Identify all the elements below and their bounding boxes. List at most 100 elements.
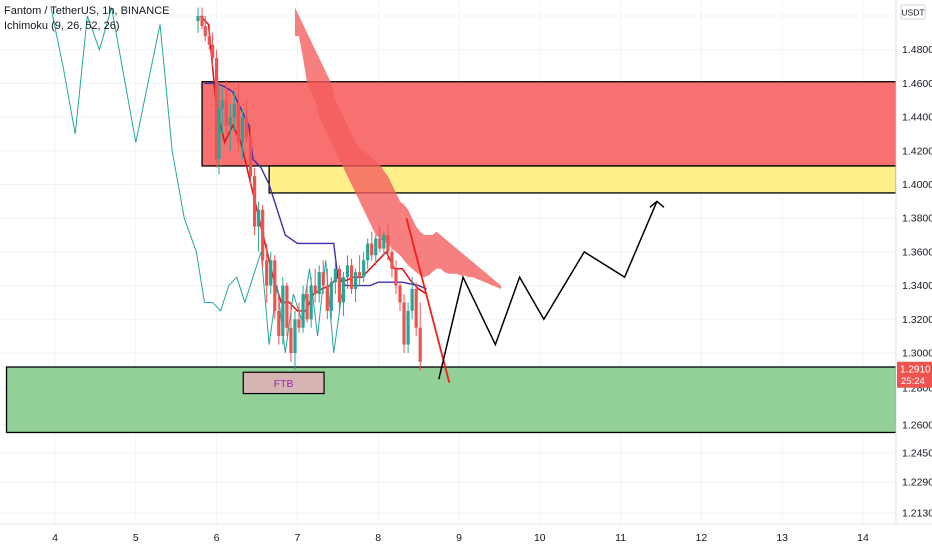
candle-body (301, 294, 305, 328)
price-tick: 1.2130 (902, 508, 932, 520)
time-tick: 10 (534, 532, 546, 544)
candle-body (273, 260, 277, 311)
candle-body (382, 235, 386, 249)
candle-body (252, 176, 257, 227)
currency-label: USDT (901, 8, 924, 18)
candle-body (207, 36, 211, 45)
bar-countdown: 25:24 (901, 376, 925, 387)
candle-body (203, 26, 207, 37)
candle-body (200, 16, 204, 27)
candle-body (366, 243, 370, 261)
candle-body (285, 285, 289, 328)
supply-zone (201, 81, 897, 167)
candle-body (362, 260, 366, 278)
candle-body (358, 272, 362, 278)
candle-body (244, 117, 249, 138)
candle-body (217, 108, 221, 160)
price-tick: 1.4400 (902, 112, 932, 124)
symbol-title[interactable]: Fantom / TetherUS, 1h, BINANCE (4, 5, 170, 17)
candle-body (281, 285, 285, 337)
candle-body (390, 251, 394, 269)
price-tick: 1.4800 (902, 44, 932, 56)
price-tick: 1.3000 (902, 348, 932, 360)
candle-body (398, 285, 402, 303)
time-axis[interactable]: 4 5 6 7 8 9 10 11 12 13 14 (0, 523, 932, 550)
candle-body (410, 288, 414, 311)
candle-body (305, 294, 309, 320)
projection-path (438, 201, 658, 380)
candle-body (224, 100, 228, 126)
price-tick: 1.4200 (902, 145, 932, 157)
time-tick: 11 (615, 532, 626, 544)
candle-body (257, 209, 261, 227)
candle-body (317, 272, 321, 295)
candle-body (309, 285, 313, 320)
candle-body (374, 238, 378, 256)
candle-body (353, 272, 358, 289)
price-tick: 1.4000 (902, 179, 932, 191)
last-price-badge (897, 361, 932, 388)
candle-body (297, 319, 301, 328)
price-tick: 1.3400 (902, 280, 932, 292)
candle-body (394, 268, 398, 286)
candle-body (337, 268, 342, 303)
candle-body (228, 117, 232, 126)
price-tick: 1.2290 (902, 477, 932, 489)
candle-body (321, 272, 325, 286)
candle-body (289, 327, 293, 353)
time-tick: 5 (133, 532, 139, 544)
price-axis[interactable]: USDT 1.4800 1.4600 1.4400 1.4200 1.4000 1.3800… (895, 0, 932, 524)
trendline (405, 217, 451, 383)
candle-body (277, 310, 281, 337)
candle-body (325, 285, 329, 311)
drawings: FTB (242, 200, 665, 395)
candle-body (236, 103, 241, 143)
time-tick: 4 (52, 532, 58, 544)
candle-body (402, 302, 406, 345)
candle-body (414, 288, 418, 328)
candle-body (333, 268, 337, 283)
chart-header: Fantom / TetherUS, 1h, BINANCE Ichimoku … (4, 4, 169, 34)
candle-body (313, 285, 317, 295)
candle-body (349, 265, 354, 289)
candle-body (293, 319, 297, 353)
time-tick: 13 (776, 532, 788, 544)
candle-body (378, 238, 382, 249)
time-tick: 9 (456, 532, 462, 544)
time-tick: 8 (375, 532, 381, 544)
time-axis-bg (0, 524, 932, 550)
candle-body (220, 100, 224, 109)
lagging_span-line (50, 7, 343, 354)
price-tick: 1.4600 (902, 78, 932, 90)
price-axis-bg (896, 0, 932, 524)
time-tick: 6 (214, 532, 220, 544)
candle-body (248, 137, 253, 177)
candles (196, 7, 422, 371)
candle-body (329, 282, 333, 311)
price-tick: 1.2600 (902, 420, 932, 432)
projection-arrowhead (649, 200, 665, 208)
ftb-label: FTB (274, 378, 294, 390)
last-price-value: 1.2910 (900, 364, 931, 375)
candle-body (196, 16, 200, 22)
price-tick: 1.3800 (902, 213, 932, 225)
indicator-label[interactable]: Ichimoku (9, 26, 52, 26) (4, 20, 120, 32)
currency-badge (900, 4, 926, 20)
price-tick: 1.2450 (902, 448, 932, 460)
time-tick: 14 (857, 532, 869, 544)
candle-body (370, 243, 374, 256)
candle-body (240, 117, 245, 143)
cloud-area (294, 7, 502, 289)
candle-body (406, 310, 410, 345)
price-tick: 1.3600 (902, 246, 932, 258)
ftb-box (242, 371, 325, 395)
candle-body (345, 265, 350, 278)
candle-body (210, 44, 215, 59)
time-tick: 12 (696, 532, 708, 544)
candle-body (265, 260, 269, 286)
candle-body (215, 58, 219, 160)
demand-zone (5, 366, 897, 434)
candle-body (232, 103, 236, 118)
